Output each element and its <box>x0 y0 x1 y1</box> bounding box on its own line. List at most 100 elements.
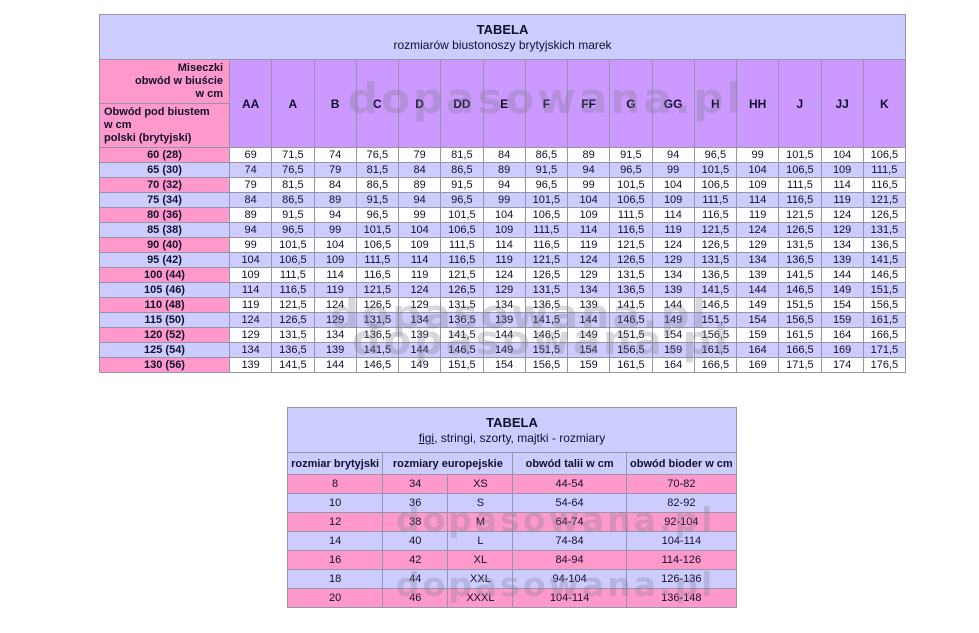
cup-column-header: K <box>862 59 907 148</box>
bust-measurement-cell: 109 <box>820 162 864 178</box>
cup-column-header: D <box>397 59 442 148</box>
bust-measurement-cell: 171,5 <box>862 342 907 358</box>
bust-measurement-cell: 156,5 <box>693 327 738 343</box>
panties-header-row: rozmiar brytyjski rozmiary europejskie obw… <box>286 452 738 475</box>
bust-measurement-cell: 106,5 <box>355 237 400 253</box>
bust-measurement-cell: 91,5 <box>524 162 569 178</box>
bust-measurement-cell: 141,5 <box>609 297 653 313</box>
bust-measurement-cell: 166,5 <box>862 327 907 343</box>
bust-measurement-cell: 114 <box>397 252 442 268</box>
bust-measurement-cell: 89 <box>397 177 442 193</box>
bust-measurement-cell: 79 <box>313 162 357 178</box>
bra-header-row: Obwód pod biustem w cm polski (brytyjski… <box>99 103 906 148</box>
bust-measurement-cell: 154 <box>566 342 611 358</box>
bust-measurement-cell: 129 <box>482 282 526 298</box>
bust-measurement-cell: 134 <box>651 267 695 283</box>
bust-measurement-cell: 139 <box>820 252 864 268</box>
bra-table-title: TABELA <box>476 22 529 37</box>
bust-measurement-cell: 119 <box>397 267 442 283</box>
underbust-size-label: 130 (56) <box>99 357 230 373</box>
bust-measurement-cell: 146,5 <box>862 267 907 283</box>
bust-measurement-cell: 101,5 <box>778 147 822 163</box>
bust-measurement-cell: 111,5 <box>355 252 400 268</box>
bust-measurement-cell: 116,5 <box>609 222 653 238</box>
bust-measurement-cell: 141,5 <box>524 312 569 328</box>
bust-measurement-cell: 81,5 <box>271 177 315 193</box>
letter-size-cell: S <box>447 493 514 513</box>
uk-size-cell: 8 <box>286 474 384 494</box>
bust-measurement-cell: 136,5 <box>778 252 822 268</box>
bust-measurement-cell: 151,5 <box>524 342 569 358</box>
bust-measurement-cell: 131,5 <box>778 237 822 253</box>
bust-measurement-cell: 146,5 <box>609 312 653 328</box>
bust-measurement-cell: 129 <box>313 312 357 328</box>
bust-measurement-cell: 104 <box>651 177 695 193</box>
bust-measurement-cell: 89 <box>566 147 611 163</box>
bust-measurement-cell: 124 <box>566 252 611 268</box>
bust-measurement-cell: 141,5 <box>355 342 400 358</box>
bust-measurement-cell: 136,5 <box>440 312 484 328</box>
bust-measurement-cell: 124 <box>651 237 695 253</box>
bust-measurement-cell: 109 <box>397 237 442 253</box>
hip-range-cell: 126-136 <box>625 569 738 589</box>
bust-measurement-cell: 96,5 <box>609 162 653 178</box>
figi-link[interactable]: figi <box>418 431 435 445</box>
bust-measurement-cell: 86,5 <box>524 147 569 163</box>
bust-measurement-cell: 146,5 <box>524 327 569 343</box>
bust-measurement-cell: 109 <box>482 222 526 238</box>
bust-measurement-cell: 159 <box>651 342 695 358</box>
bust-measurement-cell: 89 <box>482 162 526 178</box>
eu-size-cell: 34 <box>382 474 449 494</box>
bust-measurement-cell: 126,5 <box>862 207 907 223</box>
bust-measurement-cell: 161,5 <box>778 327 822 343</box>
bust-measurement-cell: 101,5 <box>271 237 315 253</box>
bust-measurement-cell: 106,5 <box>524 207 569 223</box>
uk-size-cell: 20 <box>286 588 384 608</box>
underbust-corner-label: Obwód pod biustem w cm polski (brytyjski… <box>99 103 230 148</box>
bust-measurement-cell: 106,5 <box>440 222 484 238</box>
bust-measurement-cell: 116,5 <box>440 252 484 268</box>
panties-table-title: TABELA <box>486 415 538 430</box>
bust-measurement-cell: 151,5 <box>862 282 907 298</box>
bust-measurement-cell: 131,5 <box>524 282 569 298</box>
cup-column-header: B <box>313 59 357 148</box>
bust-measurement-cell: 114 <box>820 177 864 193</box>
bust-measurement-cell: 99 <box>651 162 695 178</box>
bust-measurement-cell: 91,5 <box>440 177 484 193</box>
bra-size-row: 115 (50) 124 126,5 129 131,5 134 136,5 139 141,5… <box>99 312 907 328</box>
bust-measurement-cell: 149 <box>820 282 864 298</box>
bust-measurement-cell: 156,5 <box>862 297 907 313</box>
bust-measurement-cell: 104 <box>566 192 611 208</box>
bust-measurement-cell: 94 <box>313 207 357 223</box>
bust-measurement-cell: 136,5 <box>355 327 400 343</box>
bust-measurement-cell: 141,5 <box>440 327 484 343</box>
underbust-size-label: 75 (34) <box>99 192 230 208</box>
bust-measurement-cell: 84 <box>482 147 526 163</box>
bust-measurement-cell: 111,5 <box>778 177 822 193</box>
bra-size-row: 85 (38) 94 96,5 99 101,5 104 106,5 109 111,5 114 1… <box>99 222 907 238</box>
uk-size-cell: 10 <box>286 493 384 513</box>
bust-measurement-cell: 161,5 <box>862 312 907 328</box>
bust-measurement-cell: 114 <box>566 222 611 238</box>
bust-measurement-cell: 146,5 <box>693 297 738 313</box>
bust-measurement-cell: 151,5 <box>440 357 484 373</box>
bust-measurement-cell: 109 <box>228 267 273 283</box>
panties-size-row: 8 34 XS 44-54 70-82 <box>286 474 738 494</box>
bust-measurement-cell: 141,5 <box>778 267 822 283</box>
bust-measurement-cell: 159 <box>735 327 780 343</box>
bust-measurement-cell: 101,5 <box>440 207 484 223</box>
bust-measurement-cell: 119 <box>482 252 526 268</box>
eu-size-cell: 44 <box>382 569 449 589</box>
bra-size-row: 90 (40) 99 101,5 104 106,5 109 111,5 114 116,5 11… <box>99 237 907 253</box>
cup-column-header: H <box>693 59 738 148</box>
bust-measurement-cell: 144 <box>735 282 780 298</box>
panties-size-row: 14 40 L 74-84 104-114 <box>286 531 738 551</box>
bust-measurement-cell: 69 <box>228 147 273 163</box>
bust-measurement-cell: 134 <box>482 297 526 313</box>
bra-size-row: 110 (48) 119 121,5 124 126,5 129 131,5 134 136,5… <box>99 297 907 313</box>
bust-measurement-cell: 84 <box>228 192 273 208</box>
panties-size-row: 12 38 M 64-74 92-104 <box>286 512 738 532</box>
bust-measurement-cell: 131,5 <box>693 252 738 268</box>
bust-measurement-cell: 131,5 <box>862 222 907 238</box>
waist-range-cell: 64-74 <box>512 512 627 532</box>
